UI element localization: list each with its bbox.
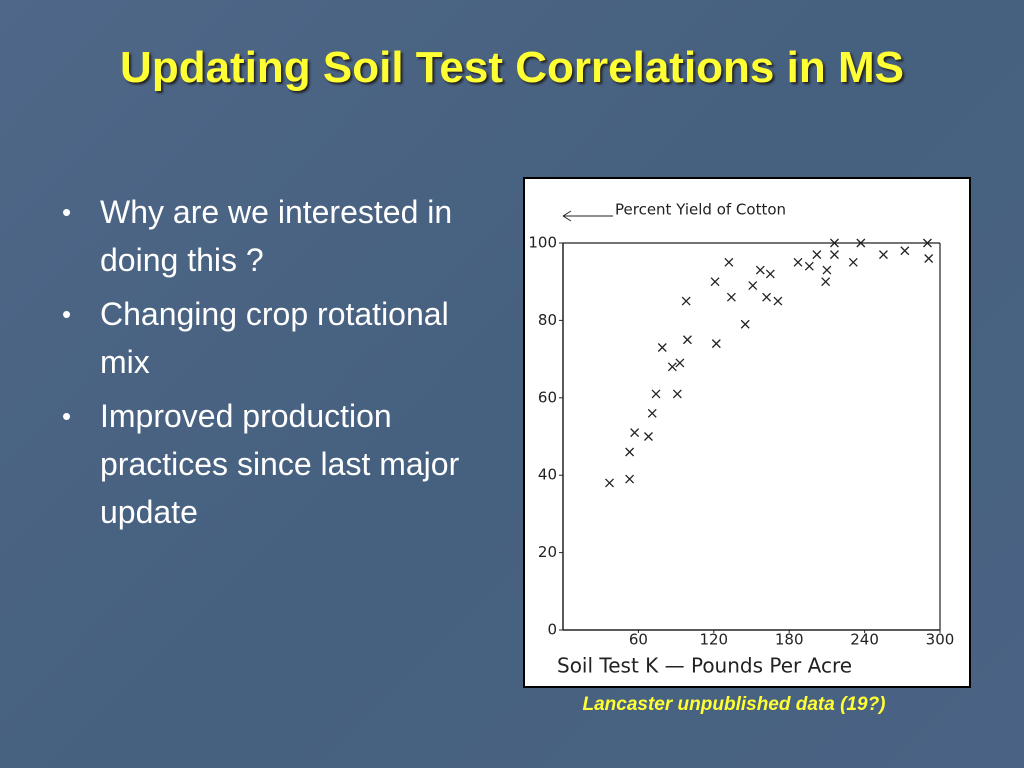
point <box>726 292 736 302</box>
y-tick-label: 0 <box>547 621 557 639</box>
bullet-list: Why are we interested in doing this ? Ch… <box>60 188 480 542</box>
arrow-head <box>562 210 572 222</box>
caption: Lancaster unpublished data (19?) <box>582 694 886 715</box>
point <box>856 238 866 248</box>
point <box>682 335 692 345</box>
point <box>711 339 721 349</box>
point <box>793 257 803 267</box>
y-tick-label: 20 <box>538 543 557 561</box>
point <box>625 447 635 457</box>
y-axis-label: Percent Yield of Cotton <box>615 201 786 219</box>
point <box>821 277 831 287</box>
y-tick-label: 40 <box>538 466 557 484</box>
point <box>900 246 910 256</box>
point <box>812 250 822 260</box>
chart: Percent Yield of Cotton Soil Test K — Po… <box>523 177 971 688</box>
point <box>762 292 772 302</box>
point <box>681 296 691 306</box>
point <box>724 257 734 267</box>
point <box>755 265 765 275</box>
point <box>829 238 839 248</box>
slide-title: Updating Soil Test Correlations in MS <box>120 43 904 92</box>
bullet: Changing crop rotational mix <box>60 290 475 386</box>
point <box>804 261 814 271</box>
point <box>748 281 758 291</box>
point <box>605 478 614 488</box>
point <box>924 254 934 263</box>
y-tick-label: 100 <box>528 234 557 252</box>
point <box>643 432 653 441</box>
bullet: Improved production practices since last… <box>60 392 475 536</box>
point <box>765 269 775 279</box>
x-axis-label: Soil Test K — Pounds Per Acre <box>557 654 852 678</box>
point <box>667 362 677 372</box>
point <box>647 408 657 418</box>
x-tick-label: 300 <box>926 631 955 649</box>
y-tick-label: 60 <box>538 388 557 406</box>
x-tick-label: 180 <box>775 631 804 649</box>
x-tick-label: 240 <box>850 631 879 649</box>
y-tick-label: 80 <box>538 311 557 329</box>
point <box>625 474 635 484</box>
point <box>773 296 783 306</box>
point <box>630 428 640 438</box>
point <box>740 319 750 329</box>
point <box>657 343 667 352</box>
point <box>829 250 839 260</box>
x-tick-label: 120 <box>699 631 728 649</box>
point <box>710 277 720 287</box>
point <box>878 250 888 260</box>
point <box>651 389 661 399</box>
point <box>675 358 685 368</box>
chart-frame <box>523 177 971 688</box>
point <box>922 238 932 248</box>
bullet: Why are we interested in doing this ? <box>60 188 475 284</box>
point <box>672 389 682 399</box>
point <box>822 265 832 275</box>
x-tick-label: 60 <box>629 631 648 649</box>
point <box>848 257 858 267</box>
